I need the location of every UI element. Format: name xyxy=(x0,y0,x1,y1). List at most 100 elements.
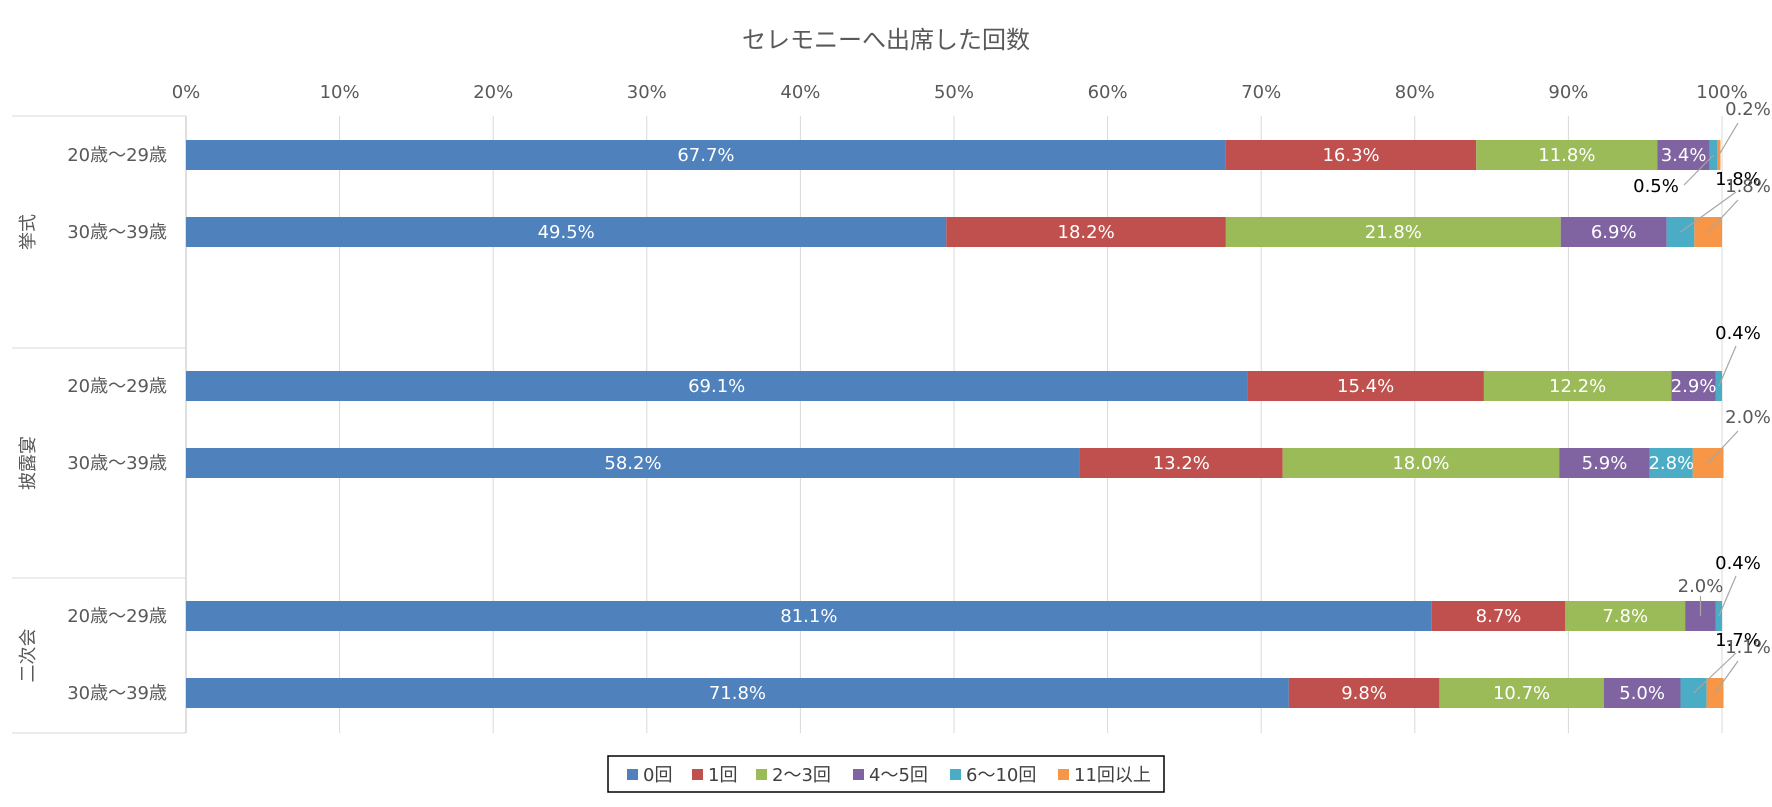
leader-line xyxy=(1680,191,1737,233)
data-label: 58.2% xyxy=(604,453,661,474)
group-label: 披露宴 xyxy=(17,436,39,490)
bar-segment xyxy=(1603,678,1681,708)
data-label: 0.2% xyxy=(1725,99,1771,120)
data-label: 18.2% xyxy=(1058,222,1115,243)
leader-line xyxy=(1707,430,1739,464)
category-label: 20歳～29歳 xyxy=(67,606,167,627)
data-label: 16.3% xyxy=(1322,145,1379,166)
bar-segment xyxy=(186,140,1226,170)
data-label: 67.7% xyxy=(677,145,734,166)
x-tick-label: 50% xyxy=(934,82,974,103)
bar-segment xyxy=(1483,371,1672,401)
legend-swatch xyxy=(627,769,638,780)
bar-segment xyxy=(1560,217,1667,247)
leader-line xyxy=(1707,199,1739,233)
group-label: 二次会 xyxy=(18,629,39,683)
category-label: 30歳～39歳 xyxy=(67,222,167,243)
x-tick-label: 90% xyxy=(1548,82,1588,103)
data-label: 5.9% xyxy=(1582,453,1628,474)
leader-line xyxy=(1718,122,1739,156)
bar-segment xyxy=(186,217,947,247)
data-label: 2.0% xyxy=(1725,407,1771,428)
data-label: 49.5% xyxy=(538,222,595,243)
data-label: 1.1% xyxy=(1725,637,1771,658)
leader-line xyxy=(1714,660,1739,694)
bar-segment xyxy=(1225,140,1477,170)
data-label: 5.0% xyxy=(1619,683,1665,704)
legend-swatch xyxy=(853,769,864,780)
chart-title: セレモニーへ出席した回数 xyxy=(742,26,1030,54)
legend-label: 11回以上 xyxy=(1074,765,1151,786)
bar-segment xyxy=(186,678,1289,708)
data-label: 18.0% xyxy=(1392,453,1449,474)
bar-segment xyxy=(1657,140,1710,170)
legend-label: 4～5回 xyxy=(869,765,928,786)
group-label: 挙式 xyxy=(18,214,39,250)
legend-swatch xyxy=(692,769,703,780)
x-tick-label: 40% xyxy=(780,82,820,103)
bar-segment xyxy=(1431,601,1566,631)
data-label: 2.8% xyxy=(1648,453,1694,474)
bar-segment xyxy=(1439,678,1604,708)
leader-line xyxy=(1683,154,1714,186)
bar-segment xyxy=(1476,140,1658,170)
bar-segment xyxy=(1565,601,1686,631)
leader-line xyxy=(1718,575,1737,617)
bar-segment xyxy=(1649,448,1693,478)
data-label: 2.9% xyxy=(1671,376,1717,397)
legend-swatch xyxy=(1058,769,1069,780)
x-tick-label: 80% xyxy=(1395,82,1435,103)
bar-segment xyxy=(186,601,1432,631)
data-label: 15.4% xyxy=(1337,376,1394,397)
legend-swatch xyxy=(950,769,961,780)
legend-label: 1回 xyxy=(708,765,737,786)
data-label: 1.8% xyxy=(1725,176,1771,197)
data-label: 0.4% xyxy=(1715,553,1761,574)
data-label: 2.0% xyxy=(1678,576,1724,597)
leader-line xyxy=(1718,345,1737,387)
x-tick-label: 20% xyxy=(473,82,513,103)
x-tick-label: 10% xyxy=(320,82,360,103)
data-label: 1.8% xyxy=(1715,169,1761,190)
bar-segment xyxy=(1559,448,1650,478)
category-label: 30歳～39歳 xyxy=(67,683,167,704)
data-label: 8.7% xyxy=(1476,606,1522,627)
data-label: 7.8% xyxy=(1602,606,1648,627)
category-label: 20歳～29歳 xyxy=(67,376,167,397)
data-label: 6.9% xyxy=(1591,222,1637,243)
data-label: 0.5% xyxy=(1633,176,1679,197)
data-label: 3.4% xyxy=(1661,145,1707,166)
leader-line xyxy=(1693,652,1737,694)
data-label: 21.8% xyxy=(1365,222,1422,243)
category-label: 20歳～29歳 xyxy=(67,145,167,166)
x-tick-label: 60% xyxy=(1088,82,1128,103)
x-tick-label: 70% xyxy=(1241,82,1281,103)
category-label: 30歳～39歳 xyxy=(67,453,167,474)
bar-segment xyxy=(1225,217,1561,247)
data-label: 11.8% xyxy=(1538,145,1595,166)
data-label: 69.1% xyxy=(688,376,745,397)
data-label: 71.8% xyxy=(709,683,766,704)
data-label: 9.8% xyxy=(1341,683,1387,704)
x-tick-label: 100% xyxy=(1696,82,1747,103)
data-label: 13.2% xyxy=(1153,453,1210,474)
bar-segment xyxy=(946,217,1226,247)
data-label: 81.1% xyxy=(780,606,837,627)
bar-segment xyxy=(1282,448,1560,478)
x-tick-label: 30% xyxy=(627,82,667,103)
bar-segment xyxy=(186,448,1080,478)
legend-label: 6～10回 xyxy=(966,765,1036,786)
data-label: 1.7% xyxy=(1715,630,1761,651)
bar-segment xyxy=(186,371,1248,401)
legend-label: 0回 xyxy=(643,765,672,786)
x-tick-label: 0% xyxy=(172,82,201,103)
bar-segment xyxy=(1079,448,1283,478)
bar-segment xyxy=(1247,371,1484,401)
legend-label: 2～3回 xyxy=(772,765,831,786)
data-label: 12.2% xyxy=(1549,376,1606,397)
data-label: 0.4% xyxy=(1715,323,1761,344)
legend-swatch xyxy=(756,769,767,780)
bar-segment xyxy=(1288,678,1440,708)
